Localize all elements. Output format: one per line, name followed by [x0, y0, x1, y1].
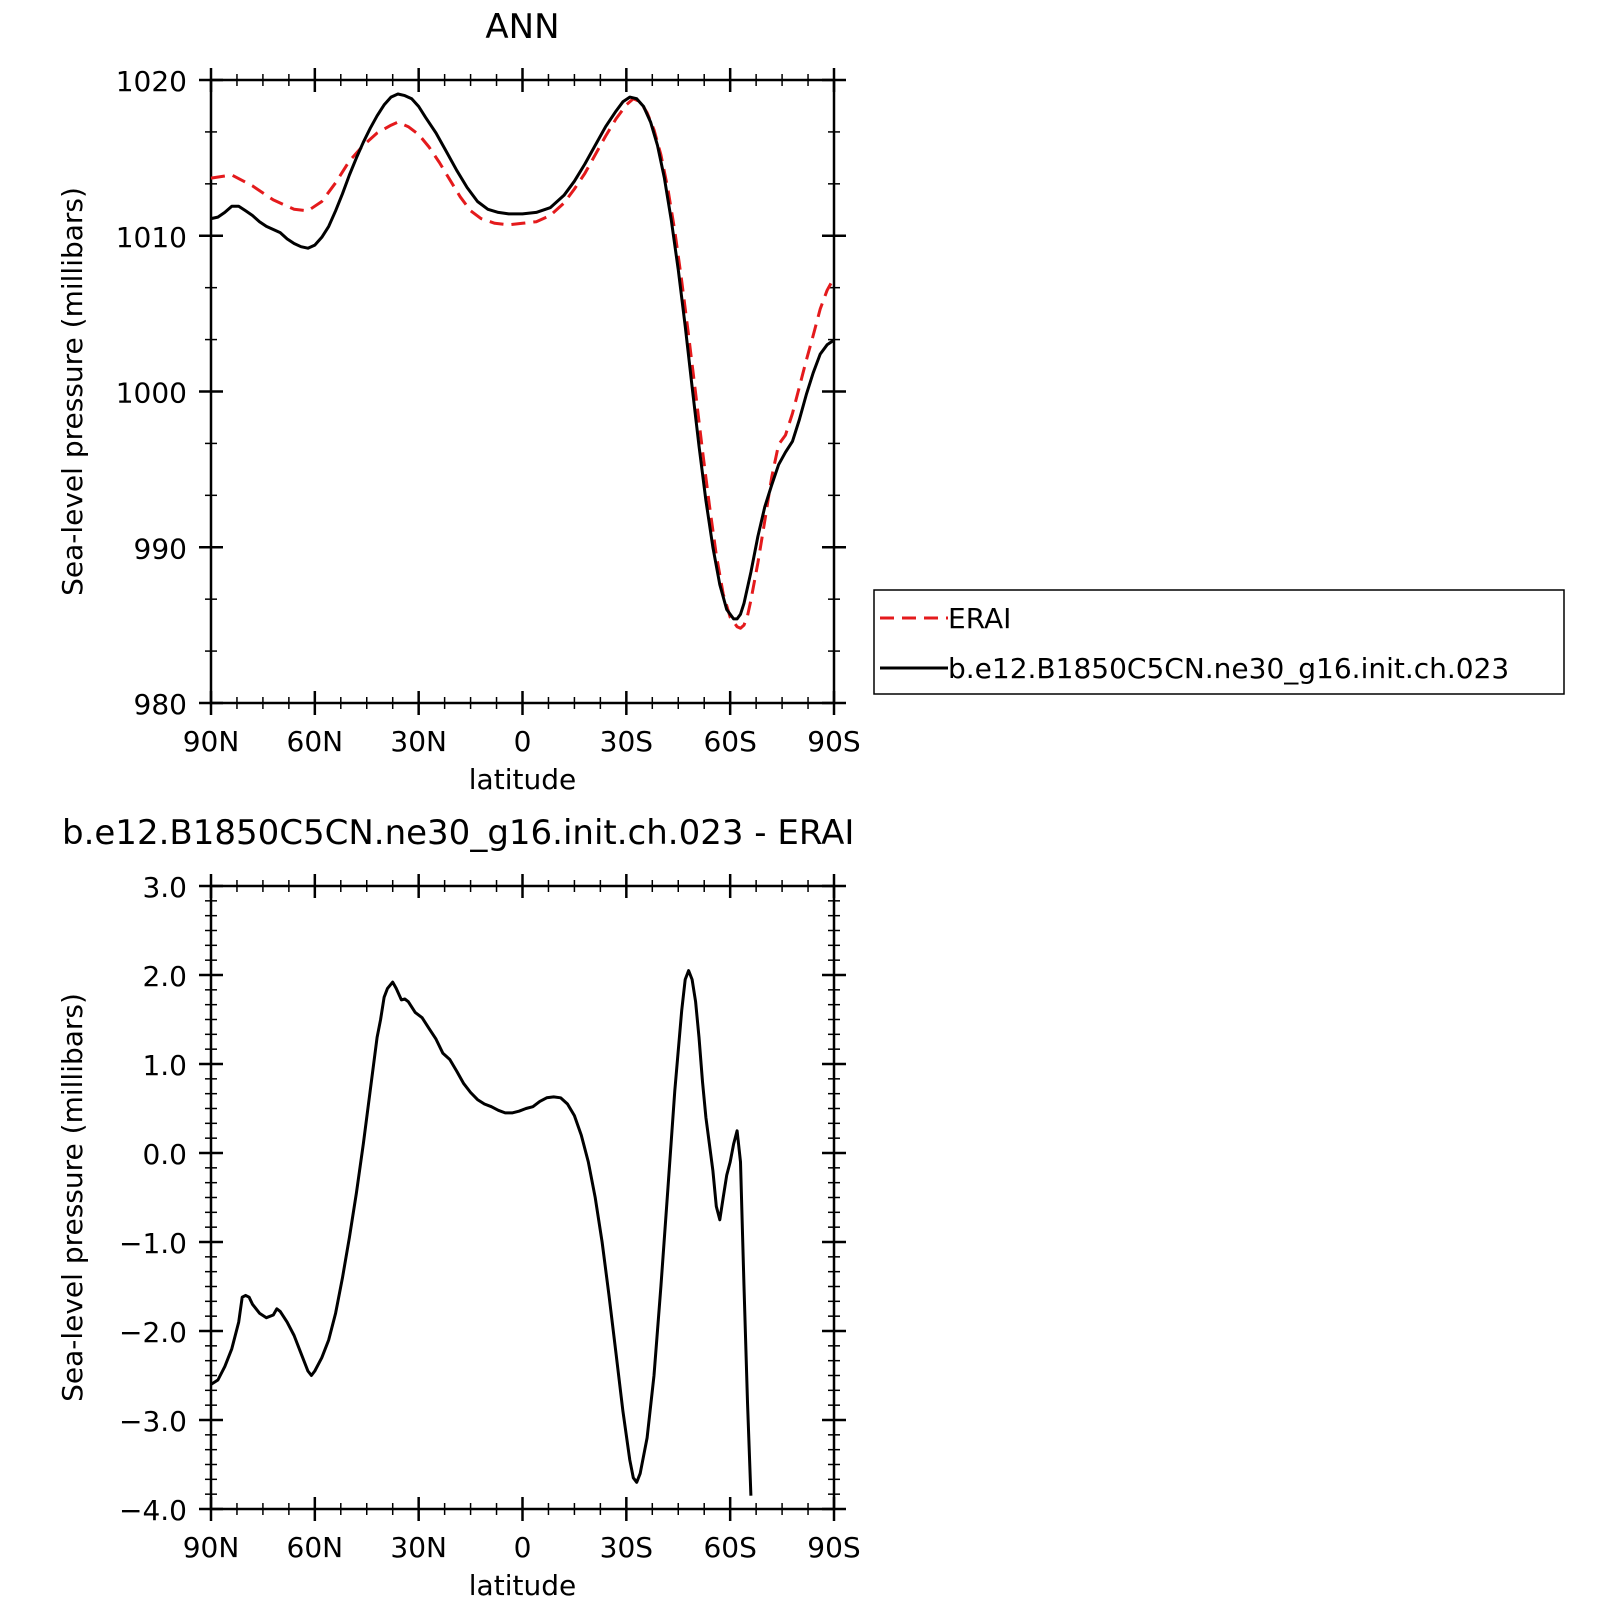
panel-1-y-tick-label: 1020 [116, 65, 187, 98]
legend-box [873, 589, 1565, 695]
panel-2-y-tick-label: 0.0 [142, 1138, 187, 1171]
panel-2-x-axis-label: latitude [469, 1569, 576, 1602]
panel-2-x-tick-label: 90S [807, 1531, 860, 1564]
panel-2-y-tick-label: −3.0 [119, 1405, 187, 1438]
panel-2-y-tick-label: −1.0 [119, 1227, 187, 1260]
panel-2-series-line-1 [210, 969, 753, 1496]
panel-2-y-tick-label: −2.0 [119, 1316, 187, 1349]
panel-1-title: ANN [485, 7, 559, 47]
panel-2-y-tick-label: 1.0 [142, 1049, 187, 1082]
legend-label-2: b.e12.B1850C5CN.ne30_g16.init.ch.023 [948, 652, 1509, 685]
legend-label-1: ERAI [948, 602, 1011, 635]
panel-1-x-tick-label: 60N [287, 725, 344, 758]
panel-1-x-tick-label: 30N [390, 725, 447, 758]
panel-1-x-tick-label: 0 [514, 725, 532, 758]
panel-2-x-tick-label: 60S [703, 1531, 756, 1564]
panel-1-y-tick-label: 1000 [116, 377, 187, 410]
panel-2-x-tick-label: 0 [514, 1531, 532, 1564]
panel-1-y-axis-label: Sea-level pressure (millibars) [56, 187, 89, 596]
panel-1-x-tick-label: 60S [703, 725, 756, 758]
panel-1-x-axis-label: latitude [469, 763, 576, 796]
panel-2-x-tick-label: 30N [390, 1531, 447, 1564]
panel-2-x-tick-label: 60N [287, 1531, 344, 1564]
panel-2-x-tick-label: 30S [600, 1531, 653, 1564]
panel-1-y-tick-label: 990 [134, 532, 187, 565]
panel-1-x-tick-label: 30S [600, 725, 653, 758]
panel-2-title: b.e12.B1850C5CN.ne30_g16.init.ch.023 - E… [62, 813, 854, 853]
panel-2-y-axis-label: Sea-level pressure (millibars) [56, 993, 89, 1402]
panel-1-y-tick-label: 980 [134, 688, 187, 721]
panel-1-x-tick-label: 90N [183, 725, 240, 758]
panel-1-y-tick-label: 1010 [116, 221, 187, 254]
panel-2-y-tick-label: 3.0 [142, 871, 187, 904]
panel-1-series-line-2 [210, 92, 835, 621]
panel-2-y-tick-label: −4.0 [119, 1494, 187, 1527]
panel-1-x-tick-label: 90S [807, 725, 860, 758]
panel-2-x-tick-label: 90N [183, 1531, 240, 1564]
panel-2-y-tick-label: 2.0 [142, 960, 187, 993]
panel-1-series-line-1 [210, 97, 836, 630]
